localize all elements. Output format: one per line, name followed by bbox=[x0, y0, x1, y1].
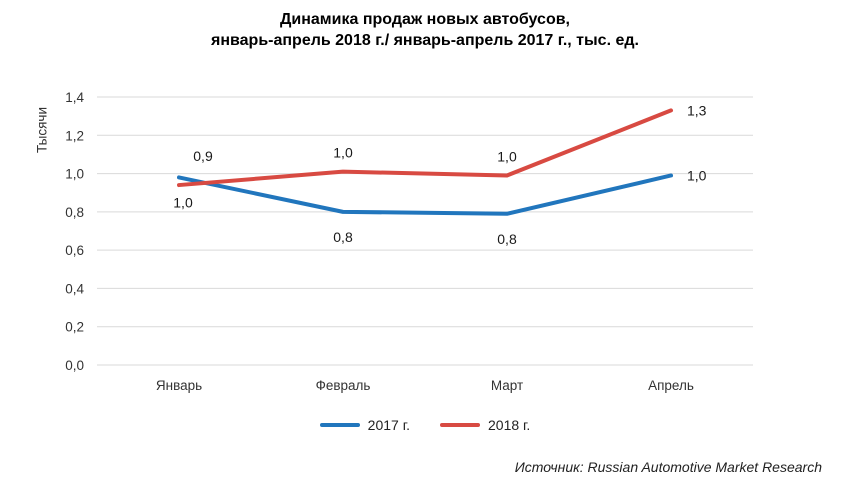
source-note: Источник: Russian Automotive Market Rese… bbox=[514, 459, 822, 475]
series-line-2017-г. bbox=[177, 173, 673, 216]
legend-label-2017: 2017 г. bbox=[367, 417, 410, 433]
data-label: 1,0 bbox=[333, 145, 353, 161]
legend-swatch-2018-line bbox=[440, 423, 480, 427]
y-tick-label: 0,6 bbox=[65, 243, 84, 258]
legend-item-2017: 2017 г. bbox=[319, 417, 410, 433]
data-label: 0,8 bbox=[497, 231, 517, 247]
x-category-label: Март bbox=[491, 378, 523, 393]
chart-title: Динамика продаж новых автобусов, январь-… bbox=[0, 9, 850, 51]
data-label: 1,0 bbox=[497, 148, 517, 164]
data-label: 1,0 bbox=[173, 194, 193, 210]
legend-swatch-2017-line bbox=[319, 423, 360, 427]
y-tick-label: 1,2 bbox=[65, 128, 84, 143]
data-label: 0,9 bbox=[193, 148, 213, 164]
legend-label-2018: 2018 г. bbox=[488, 417, 531, 433]
x-category-label: Февраль bbox=[316, 378, 371, 393]
data-label: 0,8 bbox=[333, 229, 353, 245]
data-label: 1,3 bbox=[687, 102, 707, 118]
y-tick-label: 1,4 bbox=[65, 90, 84, 105]
chart-title-line1: Динамика продаж новых автобусов, bbox=[280, 11, 570, 28]
y-tick-label: 0,4 bbox=[65, 281, 84, 296]
legend-item-2018: 2018 г. bbox=[440, 417, 530, 433]
x-category-label: Апрель bbox=[648, 378, 694, 393]
chart-title-line2: январь-апрель 2018 г./ январь-апрель 201… bbox=[211, 32, 639, 49]
series-line-2018-г. bbox=[177, 108, 673, 188]
legend: 2017 г. 2018 г. bbox=[0, 417, 850, 433]
y-tick-label: 0,2 bbox=[65, 320, 84, 335]
y-tick-label: 1,0 bbox=[65, 167, 84, 182]
y-tick-label: 0,8 bbox=[65, 205, 84, 220]
y-tick-label: 0,0 bbox=[65, 358, 84, 373]
x-category-label: Январь bbox=[156, 378, 202, 393]
data-label: 1,0 bbox=[687, 167, 707, 183]
